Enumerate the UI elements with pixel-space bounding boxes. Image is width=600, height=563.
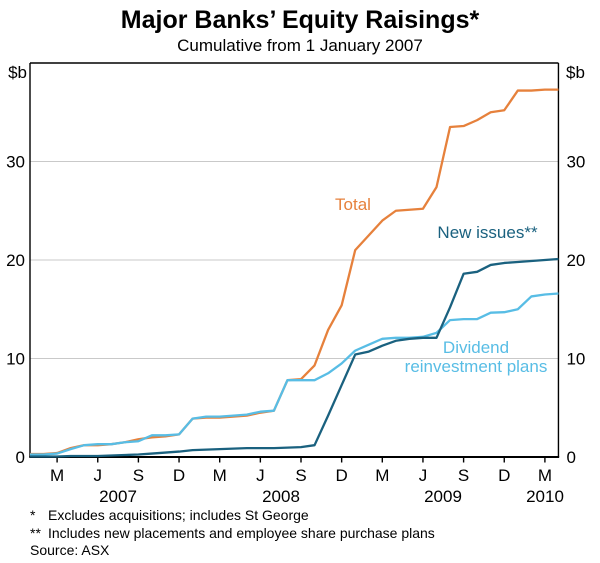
- x-axis-year-2010: 2010: [526, 487, 564, 506]
- svg-text:D: D: [173, 466, 185, 485]
- svg-text:M: M: [538, 466, 552, 485]
- chart-subtitle: Cumulative from 1 January 2007: [177, 36, 423, 55]
- footnote-source-text: Source: ASX: [30, 542, 110, 558]
- svg-text:30: 30: [6, 153, 25, 172]
- y-axis-unit-right: $b: [566, 63, 585, 82]
- svg-text:D: D: [336, 466, 348, 485]
- x-axis-year-2009: 2009: [424, 487, 462, 506]
- footnote-1: * Excludes acquisitions; includes St Geo…: [30, 507, 590, 525]
- footnote-2-marker: **: [30, 524, 41, 541]
- svg-text:M: M: [375, 466, 389, 485]
- footnotes: * Excludes acquisitions; includes St Geo…: [30, 507, 590, 560]
- footnote-1-text: Excludes acquisitions; includes St Georg…: [48, 507, 309, 523]
- svg-text:0: 0: [566, 448, 575, 467]
- chart-title: Major Banks’ Equity Raisings*: [120, 6, 480, 34]
- svg-text:10: 10: [566, 350, 585, 369]
- series-label-dividend-reinvestment-plans: Dividend reinvestment plans: [370, 338, 582, 376]
- svg-text:M: M: [213, 466, 227, 485]
- svg-text:D: D: [498, 466, 510, 485]
- series-label-drp-line1: Dividend: [442, 338, 510, 357]
- series-label-total: Total: [335, 195, 371, 214]
- svg-text:J: J: [256, 466, 265, 485]
- svg-text:S: S: [458, 466, 469, 485]
- footnote-2: ** Includes new placements and employee …: [30, 525, 590, 543]
- svg-text:J: J: [94, 466, 103, 485]
- x-axis-year-2007: 2007: [99, 487, 137, 506]
- series-label-new-issues: New issues**: [437, 223, 538, 242]
- svg-text:S: S: [133, 466, 144, 485]
- svg-text:M: M: [50, 466, 64, 485]
- svg-text:30: 30: [566, 153, 585, 172]
- svg-text:S: S: [295, 466, 306, 485]
- footnote-2-text: Includes new placements and employee sha…: [48, 524, 435, 541]
- svg-text:J: J: [419, 466, 428, 485]
- svg-text:20: 20: [6, 251, 25, 270]
- series-label-drp-line2: reinvestment plans: [404, 357, 548, 376]
- footnote-source: Source: ASX: [30, 542, 590, 560]
- svg-text:10: 10: [6, 350, 25, 369]
- svg-text:20: 20: [566, 251, 585, 270]
- y-axis-unit-left: $b: [8, 63, 27, 82]
- x-axis-year-2008: 2008: [262, 487, 300, 506]
- svg-text:0: 0: [16, 448, 25, 467]
- footnote-1-marker: *: [30, 507, 36, 523]
